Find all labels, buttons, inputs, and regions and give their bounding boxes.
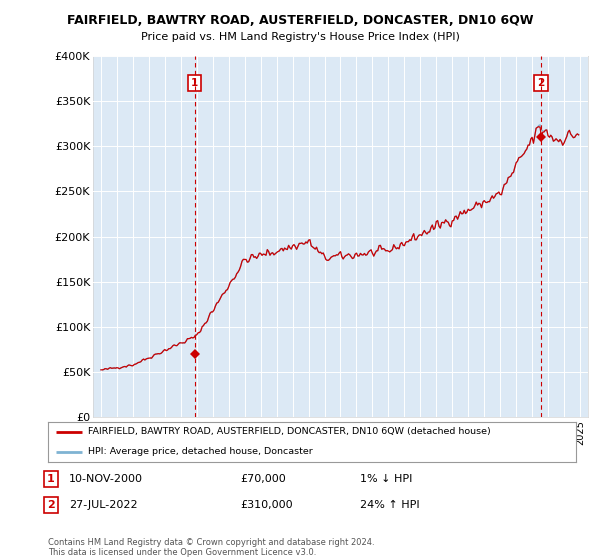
Text: Contains HM Land Registry data © Crown copyright and database right 2024.
This d: Contains HM Land Registry data © Crown c… [48, 538, 374, 557]
Text: £70,000: £70,000 [240, 474, 286, 484]
Text: FAIRFIELD, BAWTRY ROAD, AUSTERFIELD, DONCASTER, DN10 6QW: FAIRFIELD, BAWTRY ROAD, AUSTERFIELD, DON… [67, 14, 533, 27]
Text: 2: 2 [538, 78, 545, 88]
Text: 1: 1 [191, 78, 199, 88]
Text: FAIRFIELD, BAWTRY ROAD, AUSTERFIELD, DONCASTER, DN10 6QW (detached house): FAIRFIELD, BAWTRY ROAD, AUSTERFIELD, DON… [88, 427, 490, 436]
Text: 1% ↓ HPI: 1% ↓ HPI [360, 474, 412, 484]
Text: 27-JUL-2022: 27-JUL-2022 [69, 500, 137, 510]
Text: 1: 1 [47, 474, 55, 484]
Text: 2: 2 [47, 500, 55, 510]
Text: 10-NOV-2000: 10-NOV-2000 [69, 474, 143, 484]
Text: HPI: Average price, detached house, Doncaster: HPI: Average price, detached house, Donc… [88, 447, 313, 456]
Text: 24% ↑ HPI: 24% ↑ HPI [360, 500, 419, 510]
Text: £310,000: £310,000 [240, 500, 293, 510]
Text: Price paid vs. HM Land Registry's House Price Index (HPI): Price paid vs. HM Land Registry's House … [140, 32, 460, 43]
